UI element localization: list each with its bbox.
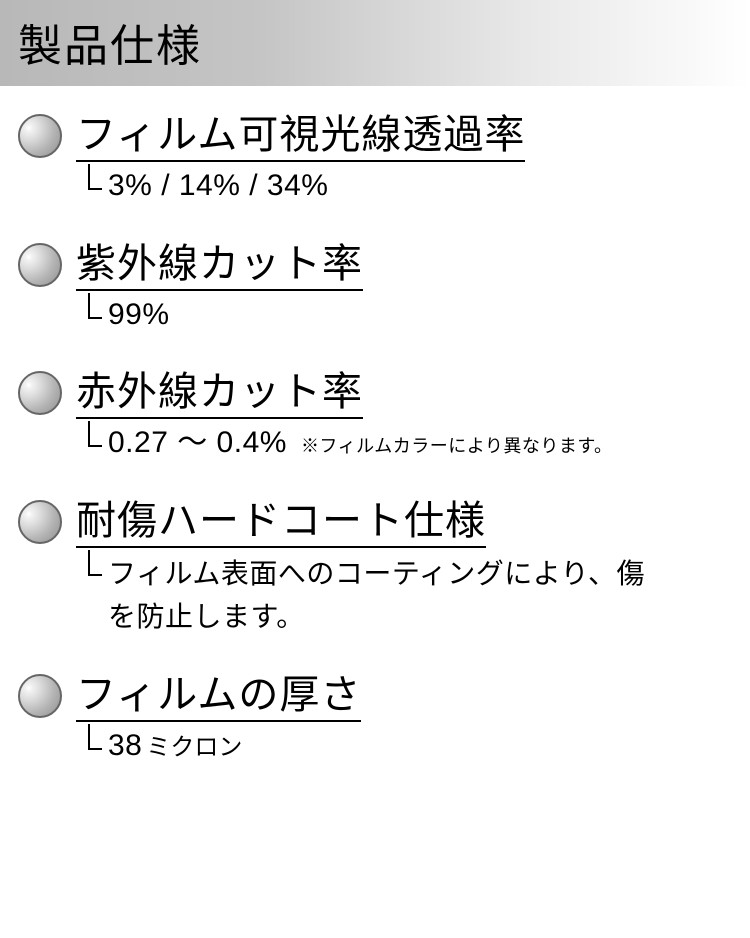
spec-item: フィルム可視光線透過率 3% / 14% / 34% — [18, 110, 742, 207]
spec-value: 3% / 14% / 34% — [108, 164, 328, 207]
spec-value-row: 38 ミクロン — [76, 724, 742, 767]
corner-icon — [82, 164, 104, 196]
corner-icon — [82, 724, 104, 756]
section-title: 製品仕様 — [18, 22, 202, 71]
spec-value-row: 0.27 ～ 0.4% ※フィルムカラーにより異なります。 — [76, 421, 742, 464]
spec-value-wrapper: 38 ミクロン — [108, 724, 242, 767]
spec-value: フィルム表面へのコーティングにより、傷を防止します。 — [108, 550, 668, 639]
bullet-icon — [18, 371, 62, 415]
spec-item: 耐傷ハードコート仕様 フィルム表面へのコーティングにより、傷を防止します。 — [18, 496, 742, 639]
spec-value: 99% — [108, 293, 170, 336]
spec-content: フィルム可視光線透過率 3% / 14% / 34% — [76, 110, 742, 207]
corner-icon — [82, 293, 104, 325]
spec-unit: ミクロン — [146, 727, 242, 762]
spec-note: ※フィルムカラーにより異なります。 — [301, 432, 613, 458]
bullet-icon — [18, 114, 62, 158]
spec-content: 赤外線カット率 0.27 ～ 0.4% ※フィルムカラーにより異なります。 — [76, 367, 742, 464]
spec-value-row: 3% / 14% / 34% — [76, 164, 742, 207]
spec-item: 紫外線カット率 99% — [18, 239, 742, 336]
section-header: 製品仕様 — [0, 0, 750, 86]
spec-value: 38 — [108, 724, 142, 767]
corner-icon — [82, 550, 104, 582]
spec-content: 紫外線カット率 99% — [76, 239, 742, 336]
spec-value-row: 99% — [76, 293, 742, 336]
corner-icon — [82, 421, 104, 453]
spec-item: フィルムの厚さ 38 ミクロン — [18, 670, 742, 767]
spec-value-wrapper: 0.27 ～ 0.4% ※フィルムカラーにより異なります。 — [108, 421, 613, 464]
bullet-icon — [18, 674, 62, 718]
spec-term: 紫外線カット率 — [76, 239, 363, 291]
spec-content: 耐傷ハードコート仕様 フィルム表面へのコーティングにより、傷を防止します。 — [76, 496, 742, 639]
spec-term: フィルムの厚さ — [76, 670, 361, 722]
spec-value-row: フィルム表面へのコーティングにより、傷を防止します。 — [76, 550, 742, 639]
spec-term: フィルム可視光線透過率 — [76, 110, 525, 162]
spec-term: 耐傷ハードコート仕様 — [76, 496, 486, 548]
spec-item: 赤外線カット率 0.27 ～ 0.4% ※フィルムカラーにより異なります。 — [18, 367, 742, 464]
bullet-icon — [18, 243, 62, 287]
spec-list: フィルム可視光線透過率 3% / 14% / 34% 紫外線カット率 99% 赤… — [0, 86, 750, 809]
spec-term: 赤外線カット率 — [76, 367, 363, 419]
spec-content: フィルムの厚さ 38 ミクロン — [76, 670, 742, 767]
spec-value: 0.27 ～ 0.4% — [108, 421, 287, 464]
bullet-icon — [18, 500, 62, 544]
